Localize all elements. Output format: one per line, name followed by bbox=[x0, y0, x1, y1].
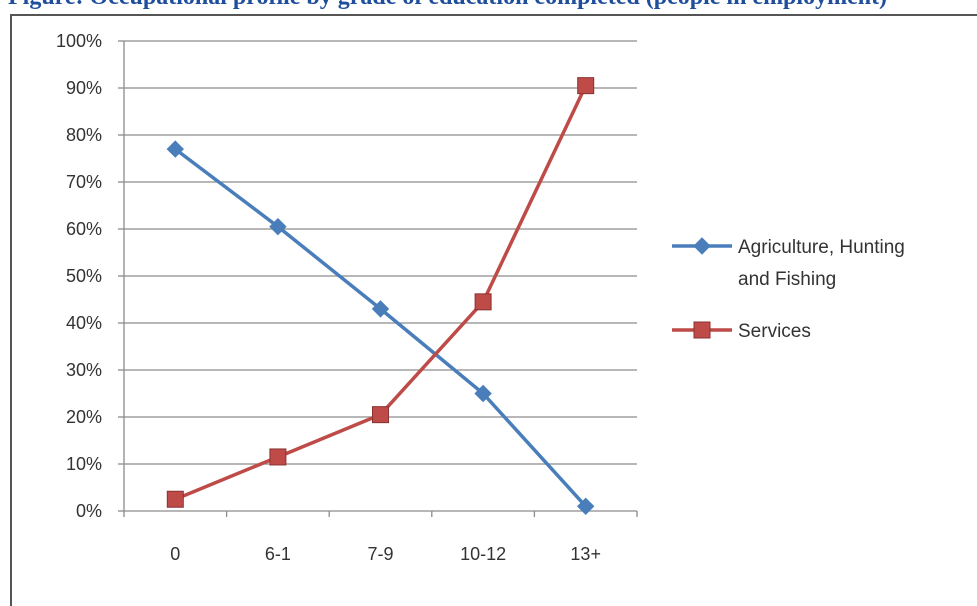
legend-item: Services bbox=[672, 321, 811, 342]
x-tick-label: 7-9 bbox=[367, 544, 393, 564]
x-tick-label: 6-1 bbox=[265, 544, 291, 564]
gridlines bbox=[124, 40, 637, 465]
y-tick-label: 40% bbox=[66, 313, 102, 333]
data-point bbox=[371, 300, 390, 318]
legend-label: Services bbox=[738, 321, 811, 342]
x-axis-tick-labels: 0 6-1 7-9 10-12 13+ bbox=[170, 544, 601, 564]
data-point bbox=[269, 217, 287, 236]
data-point bbox=[474, 293, 492, 311]
data-point bbox=[474, 384, 492, 403]
series-line bbox=[174, 147, 587, 508]
series-2 bbox=[166, 77, 595, 508]
data-point bbox=[577, 77, 595, 95]
data-point bbox=[166, 140, 185, 158]
legend-label: and Fishing bbox=[738, 269, 836, 290]
y-tick-label: 50% bbox=[66, 266, 102, 286]
data-point bbox=[576, 497, 595, 516]
x-tick-label: 0 bbox=[170, 544, 180, 564]
y-tick-label: 0% bbox=[76, 501, 102, 521]
legend: Agriculture, Hunting and Fishing Services bbox=[672, 237, 905, 342]
y-tick-label: 80% bbox=[66, 125, 102, 145]
x-tick-label: 13+ bbox=[570, 544, 601, 564]
y-tick-label: 10% bbox=[66, 454, 102, 474]
series-1 bbox=[166, 140, 595, 516]
x-tick-label: 10-12 bbox=[460, 544, 506, 564]
y-tick-label: 60% bbox=[66, 219, 102, 239]
series-group bbox=[166, 77, 595, 516]
data-point bbox=[372, 406, 389, 424]
y-tick-label: 70% bbox=[66, 172, 102, 192]
legend-item: Agriculture, Hunting and Fishing bbox=[672, 237, 905, 290]
data-point bbox=[166, 490, 184, 508]
y-tick-label: 20% bbox=[66, 407, 102, 427]
figure-title-strip: Figure: Occupational profile by grade of… bbox=[0, 0, 977, 10]
y-tick-label: 90% bbox=[66, 78, 102, 98]
data-point bbox=[269, 448, 287, 466]
legend-marker bbox=[693, 321, 711, 339]
legend-label: Agriculture, Hunting bbox=[738, 237, 905, 258]
y-tick-label: 100% bbox=[56, 31, 102, 51]
y-tick-label: 30% bbox=[66, 360, 102, 380]
legend-marker bbox=[693, 237, 711, 255]
y-axis-tick-labels: 0% 10% 20% 30% 40% 50% 60% 70% 80% 90% 100% bbox=[56, 31, 102, 521]
axes bbox=[118, 40, 638, 517]
figure-title: Figure: Occupational profile by grade of… bbox=[8, 0, 887, 10]
